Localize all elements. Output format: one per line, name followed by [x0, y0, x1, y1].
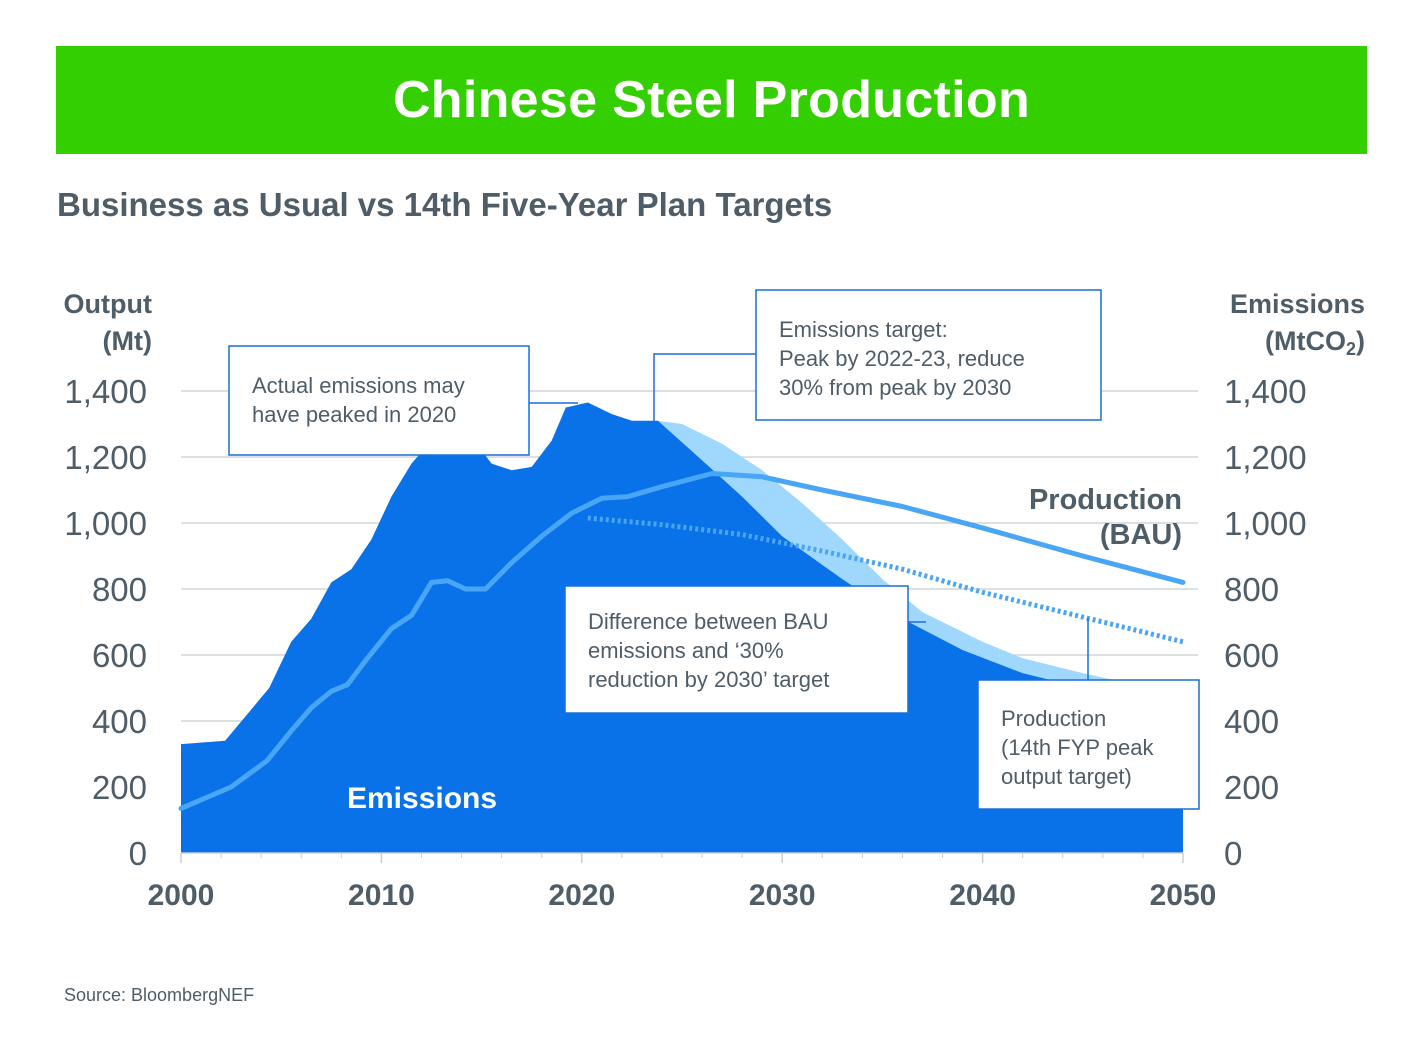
production-bau-label-line1: Production	[1029, 484, 1182, 516]
right-tick-3: 600	[1224, 637, 1279, 674]
tick-labels: 0 200 400 600 800 1,000 1,200 1,400 0 200 400 600 80…	[64, 373, 1306, 912]
callout-line: reduction by 2030’ target	[588, 667, 829, 692]
callout-line: Production	[1001, 706, 1106, 731]
callout-line: (14th FYP peak	[1001, 735, 1154, 760]
x-tick-5: 2050	[1150, 879, 1217, 912]
right-axis-title-main: (MtCO	[1265, 326, 1346, 356]
callout-text-difference: Difference between BAU emissions and ‘30%…	[588, 609, 829, 692]
callout-line: Peak by 2022-23, reduce	[779, 346, 1025, 371]
callout-box-emissions-target	[755, 289, 1102, 421]
left-tick-7: 1,400	[64, 373, 147, 410]
right-axis-title-line1: Emissions	[1230, 289, 1365, 319]
right-axis-title-end: )	[1356, 326, 1365, 356]
x-tick-2: 2020	[548, 879, 615, 912]
left-tick-1: 200	[92, 769, 147, 806]
callouts-layer: Actual emissions may have peaked in 2020 E…	[228, 289, 1200, 810]
callout-line: emissions and ‘30%	[588, 638, 784, 663]
right-tick-7: 1,400	[1224, 373, 1307, 410]
right-tick-6: 1,200	[1224, 439, 1307, 476]
title-banner: Chinese Steel Production	[56, 46, 1367, 154]
left-tick-5: 1,000	[64, 505, 147, 542]
line-layer	[178, 471, 1186, 811]
source-note: Source: BloombergNEF	[64, 985, 255, 1005]
left-tick-4: 800	[92, 571, 147, 608]
left-axis-title-line2: (Mt)	[103, 326, 152, 356]
right-tick-4: 800	[1224, 571, 1279, 608]
callout-line: Actual emissions may	[252, 373, 465, 398]
callout-box-peak-2020	[228, 345, 530, 456]
left-tick-2: 400	[92, 703, 147, 740]
x-tick-4: 2040	[949, 879, 1016, 912]
callout-line: Difference between BAU	[588, 609, 829, 634]
chart-subtitle: Business as Usual vs 14th Five-Year Plan…	[57, 186, 833, 223]
right-tick-2: 400	[1224, 703, 1279, 740]
callout-line: 30% from peak by 2030	[779, 375, 1011, 400]
left-tick-0: 0	[129, 835, 147, 872]
production-bau-line	[178, 471, 1186, 811]
callout-text-peak-2020: Actual emissions may have peaked in 2020	[252, 373, 465, 427]
callout-text-fyp-production: Production (14th FYP peak output target)	[1001, 706, 1154, 789]
left-axis-title-line1: Output	[64, 289, 152, 319]
leader-emissions-target	[653, 353, 756, 422]
x-tick-1: 2010	[348, 879, 415, 912]
callout-text-emissions-target: Emissions target: Peak by 2022-23, reduce…	[779, 317, 1025, 400]
right-axis-title-line2: (MtCO2)	[1265, 326, 1365, 359]
x-tick-0: 2000	[148, 879, 215, 912]
left-tick-3: 600	[92, 637, 147, 674]
chart-title: Chinese Steel Production	[392, 71, 1031, 129]
left-tick-6: 1,200	[64, 439, 147, 476]
production-fyp-dotted-line	[587, 515, 1184, 645]
right-tick-0: 0	[1224, 835, 1242, 872]
emissions-series-label: Emissions	[347, 782, 497, 815]
axes-layer	[180, 852, 1184, 863]
x-tick-3: 2030	[749, 879, 816, 912]
callout-box-difference	[564, 585, 909, 714]
callout-line: have peaked in 2020	[252, 402, 456, 427]
callout-box-fyp-production	[977, 679, 1200, 810]
production-bau-label-line2: (BAU)	[1100, 519, 1182, 551]
callout-line: output target)	[1001, 764, 1132, 789]
difference-band	[657, 420, 1183, 708]
right-tick-5: 1,000	[1224, 505, 1307, 542]
callout-line: Emissions target:	[779, 317, 948, 342]
right-axis-title-sub: 2	[1346, 339, 1356, 359]
right-tick-1: 200	[1224, 769, 1279, 806]
